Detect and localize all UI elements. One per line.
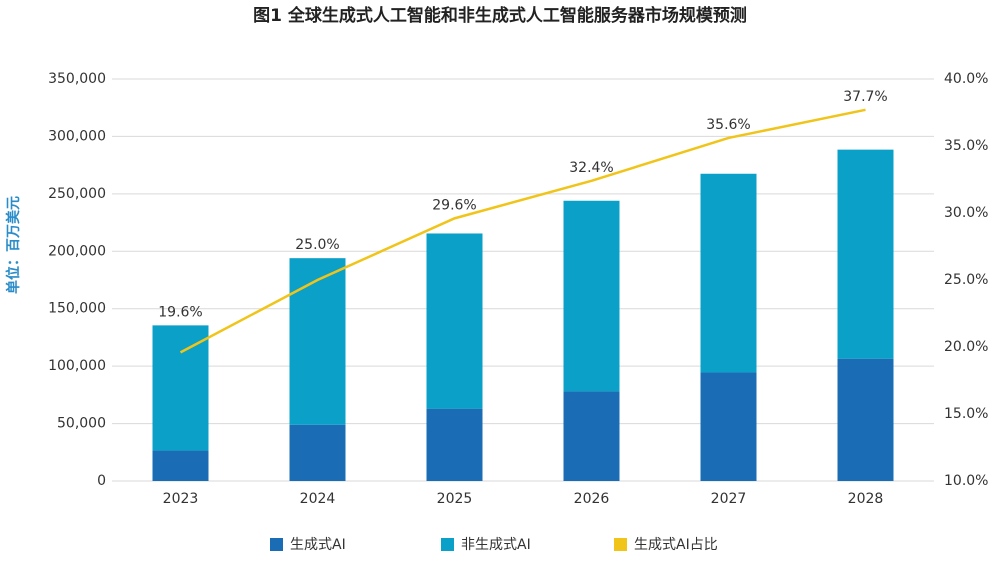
legend-label: 生成式AI占比 (634, 537, 718, 553)
y2-tick-label: 25.0% (944, 272, 988, 288)
y2-tick-label: 40.0% (944, 71, 988, 87)
y-tick-label: 300,000 (48, 128, 106, 144)
bar (837, 358, 894, 481)
line (179, 108, 866, 354)
bar (152, 325, 209, 451)
legend-swatch (614, 538, 627, 551)
x-tick-label: 2025 (437, 491, 473, 507)
data-label: 37.7% (843, 89, 887, 105)
chart-title: 图1 全球生成式人工智能和非生成式人工智能服务器市场规模预测 (253, 5, 747, 26)
x-tick-label: 2028 (848, 491, 884, 507)
y2-tick-label: 10.0% (944, 473, 988, 489)
bar (837, 149, 894, 359)
bar (426, 408, 483, 481)
legend-label: 非生成式AI (461, 537, 531, 553)
y-tick-label: 200,000 (48, 243, 106, 259)
data-label: 29.6% (432, 197, 476, 213)
y2-tick-label: 20.0% (944, 339, 988, 355)
data-label: 35.6% (706, 117, 750, 133)
y2-tick-label: 35.0% (944, 138, 988, 154)
bar (563, 391, 620, 481)
y-tick-label: 150,000 (48, 301, 106, 317)
bar (289, 258, 346, 425)
x-tick-label: 2026 (574, 491, 610, 507)
x-tick-label: 2023 (163, 491, 199, 507)
data-label: 19.6% (158, 304, 202, 320)
y-tick-label: 50,000 (57, 416, 106, 432)
legend-swatch (441, 538, 454, 551)
bar (289, 424, 346, 481)
y2-tick-label: 30.0% (944, 205, 988, 221)
bar (700, 173, 757, 373)
y-axis-label: 单位：百万美元 (5, 196, 22, 294)
bar (700, 372, 757, 481)
x-tick-label: 2024 (300, 491, 336, 507)
bar (152, 450, 209, 481)
y-tick-label: 100,000 (48, 358, 106, 374)
y-tick-label: 350,000 (48, 71, 106, 87)
data-label: 25.0% (295, 237, 339, 253)
y-tick-label: 250,000 (48, 186, 106, 202)
legend-swatch (270, 538, 283, 551)
bar (426, 233, 483, 409)
bar (563, 200, 620, 392)
y-tick-label: 0 (97, 473, 106, 489)
legend-label: 生成式AI (290, 537, 346, 553)
data-label: 32.4% (569, 160, 613, 176)
y2-tick-label: 15.0% (944, 406, 988, 422)
x-tick-label: 2027 (711, 491, 747, 507)
